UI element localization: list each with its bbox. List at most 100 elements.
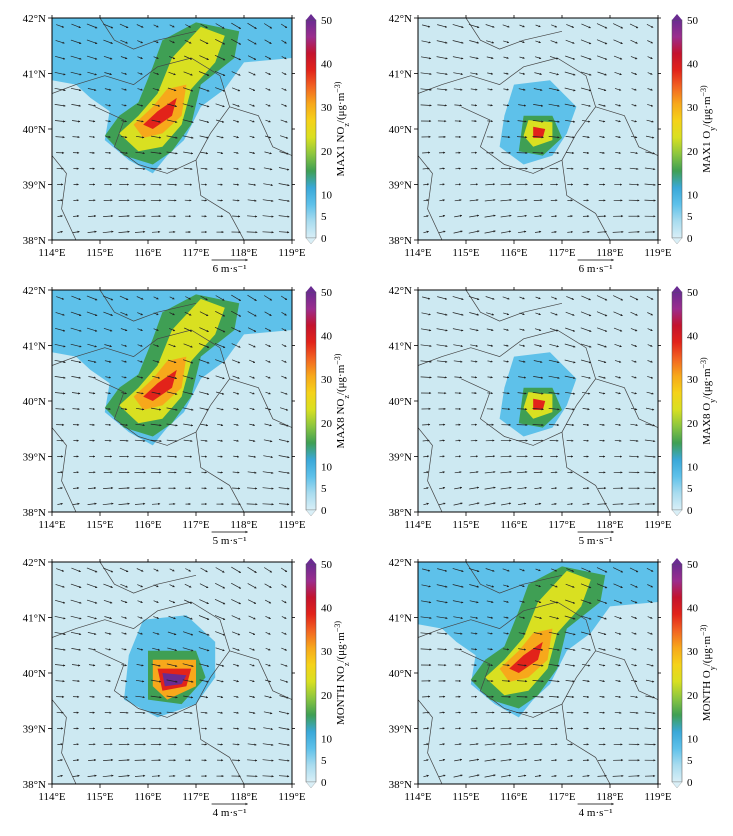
wind-scale-label: 5 m·s⁻¹ [579, 535, 613, 547]
colorbar-tick-label: 40 [687, 59, 699, 71]
colorbar-tick-label: 20 [687, 418, 699, 430]
colorbar-tick-label: 5 [321, 483, 327, 495]
colorbar-label: MONTH Oy/(μg·m−3) [699, 624, 717, 721]
colorbar [306, 20, 316, 238]
x-tick-label: 118°E [596, 519, 623, 531]
colorbar [306, 564, 316, 782]
colorbar [306, 292, 316, 510]
wind-arrow [502, 409, 510, 410]
x-tick-label: 115°E [452, 791, 479, 803]
x-tick-label: 116°E [500, 519, 527, 531]
colorbar-label: MONTH NOz/(μg·m−3) [333, 621, 351, 725]
colorbar-tick-label: 20 [321, 690, 333, 702]
colorbar-tick-label: 40 [321, 59, 333, 71]
wind-arrow [57, 472, 62, 473]
wind-arrow [232, 216, 240, 217]
colorbar-tick-label: 5 [687, 755, 693, 767]
colorbar-tick-label: 10 [687, 461, 699, 473]
y-tick-label: 42°N [389, 557, 412, 569]
x-tick-label: 116°E [500, 791, 527, 803]
y-tick-label: 39°N [23, 180, 46, 192]
wind-arrow [422, 697, 430, 698]
colorbar-tick-label: 30 [321, 646, 333, 658]
y-tick-label: 41°N [389, 613, 412, 625]
x-tick-label: 117°E [548, 519, 575, 531]
colorbar-tick-label: 5 [321, 755, 327, 767]
x-tick-label: 117°E [182, 519, 209, 531]
colorbar-tick-label: 30 [687, 374, 699, 386]
colorbar-tick-label: 5 [687, 211, 693, 223]
x-tick-label: 116°E [134, 791, 161, 803]
x-tick-label: 117°E [548, 247, 575, 259]
wind-arrow [217, 472, 222, 473]
colorbar-label: MAX8 NOz/(μg·m−3) [333, 353, 351, 448]
y-tick-label: 42°N [23, 13, 46, 25]
y-tick-label: 38°N [389, 779, 412, 791]
x-tick-label: 116°E [134, 247, 161, 259]
colorbar-top-triangle [672, 14, 682, 20]
colorbar-top-triangle [672, 558, 682, 564]
wind-scale-label: 5 m·s⁻¹ [213, 535, 247, 547]
x-tick-label: 119°E [644, 247, 671, 259]
wind-arrow [422, 425, 430, 426]
colorbar-tick-label: 0 [687, 233, 693, 245]
colorbar-tick-label: 20 [321, 418, 333, 430]
wind-arrow [217, 200, 222, 201]
wind-arrow [551, 216, 556, 217]
colorbar-bottom-triangle [672, 238, 682, 244]
x-tick-label: 117°E [182, 791, 209, 803]
colorbar-bottom-triangle [672, 782, 682, 788]
colorbar-tick-label: 30 [687, 102, 699, 114]
wind-arrow [645, 744, 656, 745]
wind-arrow [232, 488, 240, 489]
y-tick-label: 42°N [23, 557, 46, 569]
y-tick-label: 41°N [389, 341, 412, 353]
y-tick-label: 40°N [389, 396, 412, 408]
wind-arrow [57, 744, 62, 745]
x-tick-label: 118°E [596, 247, 623, 259]
x-tick-label: 114°E [404, 247, 431, 259]
y-tick-label: 41°N [389, 69, 412, 81]
colorbar-tick-label: 20 [321, 146, 333, 158]
wind-arrow [645, 200, 656, 201]
wind-scale-label: 6 m·s⁻¹ [579, 263, 613, 275]
wind-arrow [57, 200, 62, 201]
colorbar-tick-label: 40 [687, 331, 699, 343]
y-tick-label: 39°N [389, 724, 412, 736]
colorbar-tick-label: 50 [687, 287, 699, 299]
x-tick-label: 114°E [404, 519, 431, 531]
wind-arrow [534, 472, 542, 473]
wind-arrow [629, 232, 640, 233]
x-tick-label: 119°E [278, 791, 305, 803]
colorbar-bottom-triangle [306, 510, 316, 516]
y-tick-label: 40°N [23, 396, 46, 408]
colorbar-tick-label: 0 [321, 777, 327, 789]
colorbar-label: MAX8 Oy/(μg·m−3) [699, 357, 717, 445]
y-tick-label: 38°N [23, 779, 46, 791]
y-tick-label: 39°N [389, 180, 412, 192]
wind-arrow [120, 712, 128, 713]
wind-arrow [439, 168, 444, 169]
wind-arrow [422, 153, 430, 154]
wind-arrow [152, 232, 160, 233]
colorbar-tick-label: 40 [321, 603, 333, 615]
colorbar-tick-label: 50 [321, 287, 333, 299]
colorbar-top-triangle [306, 14, 316, 20]
x-tick-label: 115°E [452, 247, 479, 259]
wind-arrow [502, 681, 510, 682]
x-tick-label: 115°E [86, 791, 113, 803]
wind-arrow [152, 504, 160, 505]
wind-arrow [120, 168, 128, 169]
colorbar-tick-label: 30 [687, 646, 699, 658]
colorbar-tick-label: 10 [687, 733, 699, 745]
x-tick-label: 114°E [404, 791, 431, 803]
colorbar-tick-label: 5 [687, 483, 693, 495]
colorbar-tick-label: 20 [687, 690, 699, 702]
x-tick-label: 115°E [452, 519, 479, 531]
wind-arrow [120, 440, 128, 441]
